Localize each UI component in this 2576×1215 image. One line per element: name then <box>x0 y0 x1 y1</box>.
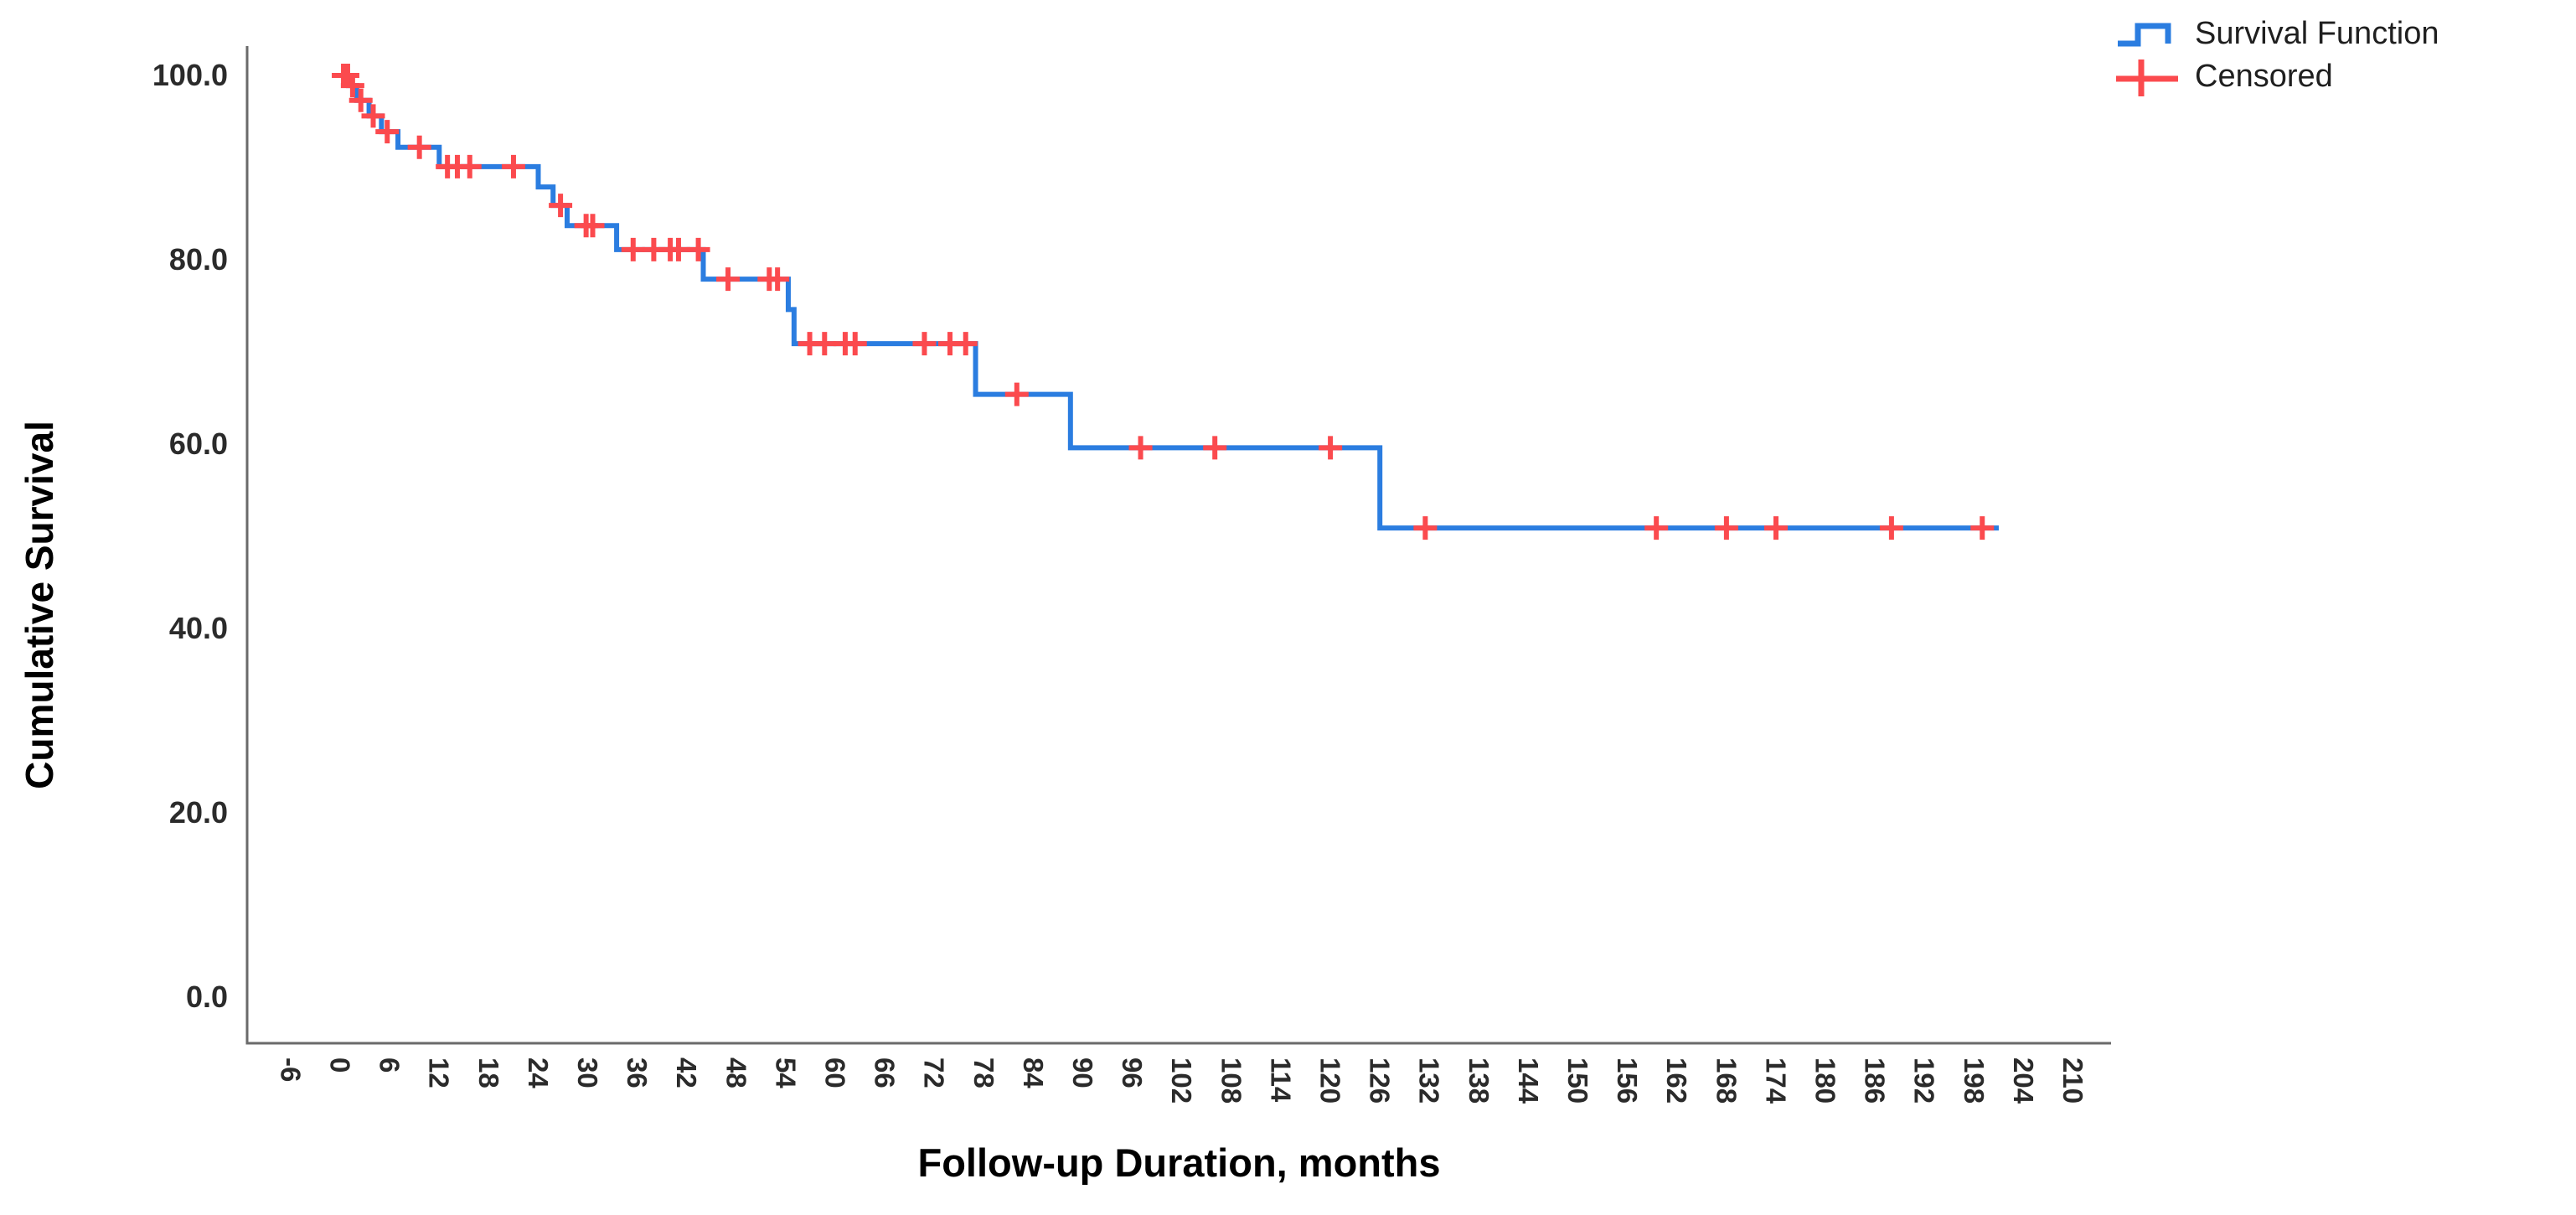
x-tick-label: 192 <box>1909 1057 1940 1104</box>
survival-curve <box>340 73 1999 531</box>
x-tick-label: 162 <box>1661 1057 1692 1104</box>
x-tick-label: 36 <box>622 1057 653 1088</box>
axis-frame <box>245 46 2111 1045</box>
censored-mark <box>407 135 431 159</box>
censored-mark <box>501 154 525 178</box>
censored-mark <box>1413 516 1438 540</box>
x-tick-label: 156 <box>1612 1057 1643 1104</box>
censored-mark <box>581 214 605 238</box>
x-tick-label: 150 <box>1562 1057 1593 1104</box>
x-tick-label: 54 <box>770 1057 801 1088</box>
x-tick-label: 24 <box>523 1057 554 1088</box>
legend-label-censored: Censored <box>2195 59 2333 94</box>
censored-mark <box>843 332 867 356</box>
x-tick-label: 102 <box>1166 1057 1197 1104</box>
x-tick-label: 72 <box>919 1057 950 1088</box>
x-tick-label: 204 <box>2008 1057 2039 1104</box>
x-tick-label: 48 <box>720 1057 751 1088</box>
plus-icon <box>2116 59 2178 96</box>
censored-mark <box>1319 436 1343 460</box>
x-tick-label: 0 <box>325 1057 356 1073</box>
y-tick-label: 20.0 <box>169 795 228 830</box>
x-tick-label: 132 <box>1414 1057 1445 1104</box>
x-tick-label: 66 <box>870 1057 901 1088</box>
censored-mark <box>766 267 790 292</box>
x-tick-label: 12 <box>424 1057 455 1088</box>
censored-mark <box>1714 516 1738 540</box>
x-tick-label: 120 <box>1315 1057 1346 1104</box>
y-tick-label: 100.0 <box>152 58 228 92</box>
x-tick-label: -6 <box>275 1057 306 1082</box>
legend-item-survival: Survival Function <box>2116 13 2439 54</box>
censored-mark <box>375 120 400 144</box>
x-tick-label: 198 <box>1959 1057 1990 1104</box>
x-tick-label: 30 <box>572 1057 603 1088</box>
x-tick-label: 186 <box>1860 1057 1891 1104</box>
y-axis-title: Cumulative Survival <box>18 421 61 789</box>
censored-mark <box>1644 516 1669 540</box>
censored-mark <box>666 237 690 261</box>
x-tick-label: 138 <box>1464 1057 1494 1104</box>
y-tick-label: 40.0 <box>169 611 228 645</box>
x-tick-label: 60 <box>820 1057 851 1088</box>
x-tick-label: 144 <box>1513 1057 1544 1104</box>
x-tick-label: 210 <box>2057 1057 2088 1104</box>
censored-mark <box>686 237 710 261</box>
censored-mark <box>348 88 373 112</box>
y-tick-label: 80.0 <box>169 242 228 277</box>
censored-mark <box>621 237 645 261</box>
censored-mark <box>1203 436 1227 460</box>
censored-mark <box>912 332 937 356</box>
censored-mark <box>716 267 741 292</box>
y-tick-label: 0.0 <box>186 980 228 1014</box>
x-tick-label: 78 <box>968 1057 999 1088</box>
censored-mark <box>340 74 364 98</box>
x-tick-label: 84 <box>1018 1057 1049 1088</box>
x-tick-label: 108 <box>1216 1057 1247 1104</box>
censored-mark <box>1004 382 1029 406</box>
x-tick-label: 96 <box>1117 1057 1148 1088</box>
step-line-icon <box>2118 23 2171 46</box>
censored-mark <box>953 332 978 356</box>
x-tick-label: 174 <box>1760 1057 1791 1104</box>
censored-mark <box>1764 516 1788 540</box>
censored-mark <box>1128 436 1153 460</box>
x-tick-label: 126 <box>1365 1057 1396 1104</box>
x-tick-label: 42 <box>671 1057 702 1088</box>
censored-mark <box>1879 516 1903 540</box>
censored-mark <box>457 154 482 178</box>
x-tick-label: 6 <box>374 1057 405 1073</box>
legend-label-survival: Survival Function <box>2195 16 2439 51</box>
legend-item-censored: Censored <box>2116 56 2439 97</box>
x-tick-label: 18 <box>473 1057 504 1088</box>
censored-mark <box>813 332 837 356</box>
censored-mark <box>549 194 573 218</box>
y-tick-label: 60.0 <box>169 427 228 461</box>
legend: Survival Function Censored <box>2116 13 2439 97</box>
x-tick-label: 90 <box>1067 1057 1098 1088</box>
x-tick-label: 180 <box>1810 1057 1841 1104</box>
x-tick-label: 168 <box>1711 1057 1742 1104</box>
x-axis-title: Follow-up Duration, months <box>917 1140 1441 1185</box>
censored-mark <box>361 104 385 128</box>
censored-mark <box>1970 516 1995 540</box>
x-tick-label: 114 <box>1265 1057 1296 1103</box>
